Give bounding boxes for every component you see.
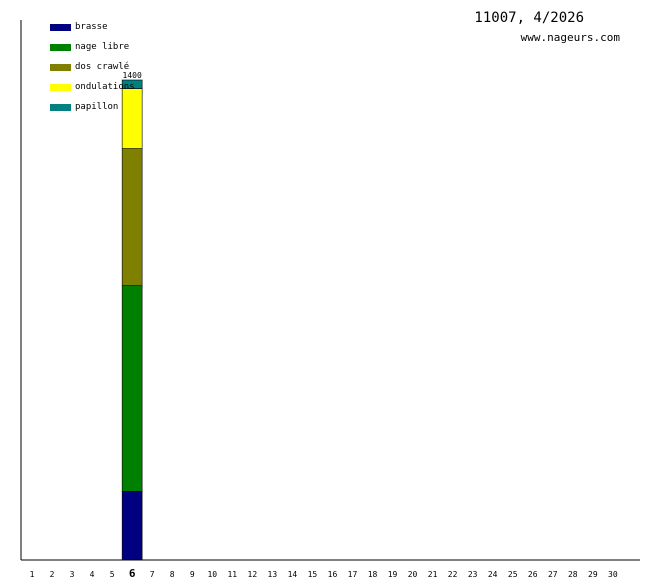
legend-label-papillon: papillon (75, 102, 119, 112)
x-tick-label-25: 25 (508, 570, 518, 579)
total-label-6: 1400 (123, 71, 142, 80)
x-tick-label-4: 4 (90, 570, 95, 579)
x-tick-label-30: 30 (608, 570, 618, 579)
x-tick-label-10: 10 (207, 570, 217, 579)
x-tick-label-9: 9 (190, 570, 195, 579)
legend: brasse nage libre dos crawlé ondulations… (50, 17, 135, 117)
x-tick-label-3: 3 (70, 570, 75, 579)
legend-swatch-papillon (50, 103, 71, 111)
bar-segment-dos-crawlé-6 (121, 148, 143, 287)
legend-swatch-nage-libre (50, 43, 71, 51)
legend-item-dos-crawle: dos crawlé (50, 57, 135, 77)
x-tick-label-11: 11 (227, 570, 237, 579)
site-url: www.nageurs.com (520, 31, 620, 44)
x-tick-label-23: 23 (468, 570, 478, 579)
x-tick-label-16: 16 (328, 570, 338, 579)
legend-label-brasse: brasse (75, 22, 108, 32)
x-tick-label-28: 28 (568, 570, 578, 579)
x-tick-label-20: 20 (408, 570, 418, 579)
x-tick-label-14: 14 (288, 570, 298, 579)
x-tick-label-2: 2 (50, 570, 55, 579)
legend-item-ondulations: ondulations (50, 77, 135, 97)
x-tick-label-1: 1 (30, 570, 35, 579)
legend-label-ondulations: ondulations (75, 82, 135, 92)
bar-segment-nage-libre-6 (121, 285, 143, 492)
x-tick-label-13: 13 (268, 570, 278, 579)
legend-swatch-ondulations (50, 83, 71, 91)
legend-swatch-dos-crawle (50, 63, 71, 71)
legend-label-nage-libre: nage libre (75, 42, 130, 52)
bar-segment-brasse-6 (121, 491, 143, 561)
x-tick-label-7: 7 (150, 570, 155, 579)
chart-title: 11007, 4/2026 (474, 10, 584, 26)
bar-segment-papillon-6 (121, 79, 143, 89)
x-tick-label-17: 17 (348, 570, 358, 579)
x-tick-label-8: 8 (170, 570, 175, 579)
x-tick-label-24: 24 (488, 570, 498, 579)
legend-item-papillon: papillon (50, 97, 135, 117)
x-tick-label-12: 12 (248, 570, 258, 579)
x-tick-label-18: 18 (368, 570, 378, 579)
x-tick-label-15: 15 (308, 570, 318, 579)
legend-item-brasse: brasse (50, 17, 135, 37)
x-tick-label-6: 6 (129, 567, 136, 580)
x-tick-label-29: 29 (588, 570, 598, 579)
legend-swatch-brasse (50, 23, 71, 31)
x-tick-label-5: 5 (110, 570, 115, 579)
x-tick-label-21: 21 (428, 570, 438, 579)
legend-item-nage-libre: nage libre (50, 37, 135, 57)
x-tick-label-27: 27 (548, 570, 558, 579)
x-tick-label-19: 19 (388, 570, 398, 579)
x-tick-label-22: 22 (448, 570, 458, 579)
legend-label-dos-crawle: dos crawlé (75, 62, 130, 72)
x-tick-label-26: 26 (528, 570, 538, 579)
